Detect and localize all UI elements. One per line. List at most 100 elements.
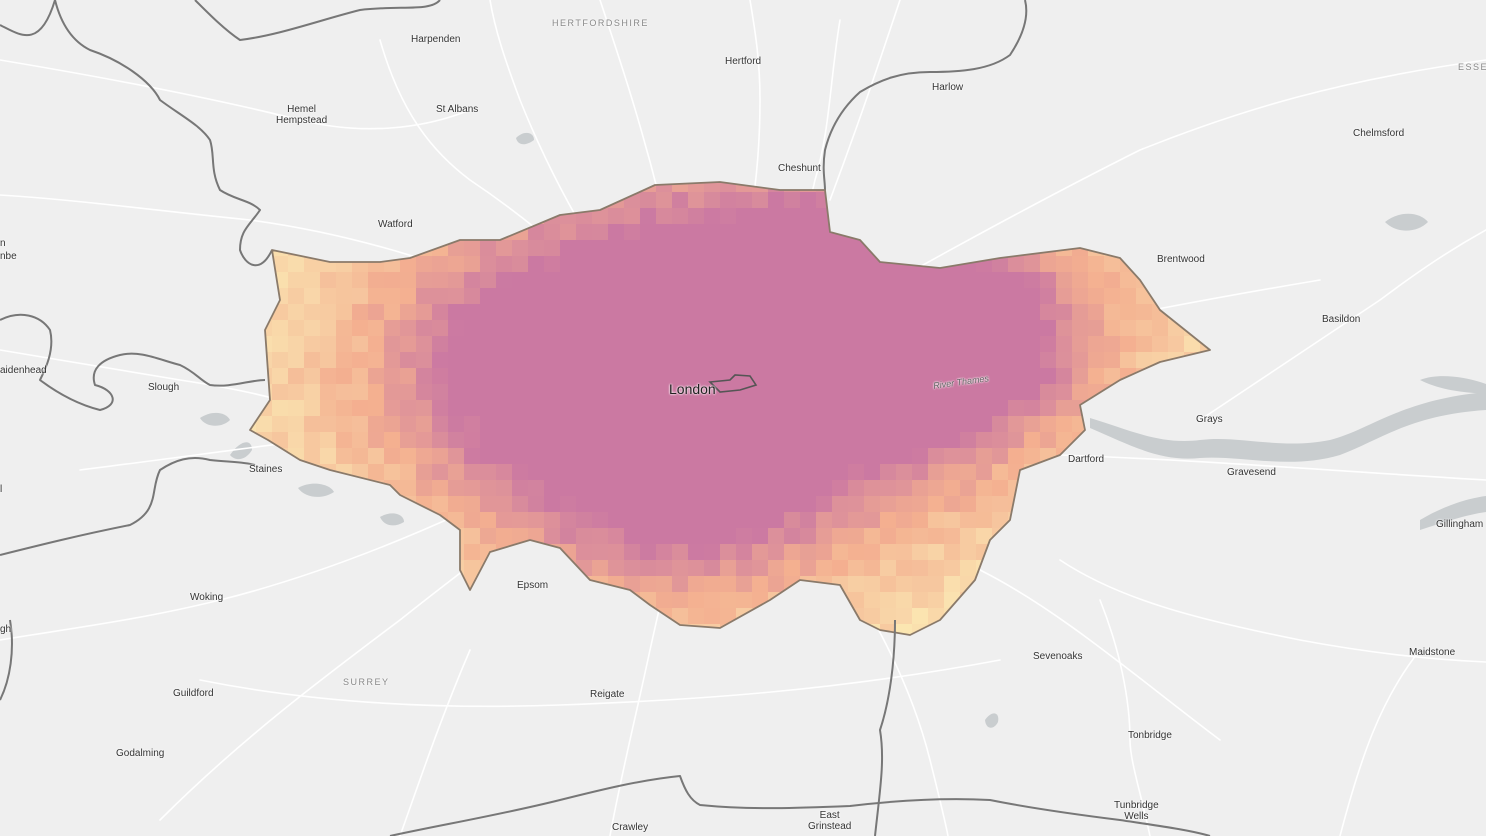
density-cell	[336, 304, 352, 320]
density-cell	[336, 512, 352, 528]
density-cell	[880, 208, 896, 224]
density-cell	[256, 480, 272, 496]
density-cell	[1120, 384, 1136, 400]
density-cell	[656, 336, 672, 352]
density-cell	[1168, 288, 1184, 304]
density-cell	[352, 624, 368, 635]
density-cell	[592, 240, 608, 256]
density-cell	[1008, 304, 1024, 320]
density-cell	[250, 336, 256, 352]
density-cell	[656, 384, 672, 400]
density-cell	[1104, 240, 1120, 256]
density-cell	[576, 512, 592, 528]
density-cell	[320, 624, 336, 635]
density-cell	[336, 528, 352, 544]
density-cell	[624, 608, 640, 624]
density-cell	[576, 416, 592, 432]
density-cell	[976, 288, 992, 304]
density-cell	[544, 464, 560, 480]
density-cell	[608, 384, 624, 400]
density-cell	[960, 336, 976, 352]
density-cell	[656, 544, 672, 560]
density-cell	[448, 272, 464, 288]
density-cell	[768, 480, 784, 496]
density-cell	[640, 400, 656, 416]
density-cell	[1120, 512, 1136, 528]
density-cell	[960, 432, 976, 448]
density-cell	[1136, 400, 1152, 416]
density-cell	[608, 464, 624, 480]
density-cell	[944, 192, 960, 208]
density-cell	[1136, 464, 1152, 480]
density-cell	[880, 272, 896, 288]
density-cell	[1072, 592, 1088, 608]
density-cell	[1008, 640, 1024, 656]
density-cell	[1040, 288, 1056, 304]
density-cell	[816, 240, 832, 256]
density-cell	[416, 544, 432, 560]
density-cell	[1184, 528, 1200, 544]
density-cell	[960, 208, 976, 224]
density-cell	[1216, 496, 1232, 512]
density-cell	[688, 592, 704, 608]
density-cell	[752, 512, 768, 528]
density-cell	[832, 608, 848, 624]
density-cell	[544, 368, 560, 384]
place-label-gillingham: Gillingham	[1436, 519, 1484, 530]
density-cell	[736, 224, 752, 240]
density-cell	[1072, 336, 1088, 352]
density-cell	[896, 240, 912, 256]
density-cell	[672, 182, 688, 192]
density-cell	[960, 512, 976, 528]
density-cell	[512, 304, 528, 320]
density-cell	[320, 544, 336, 560]
density-cell	[432, 464, 448, 480]
density-cell	[416, 192, 432, 208]
density-cell	[928, 352, 944, 368]
density-cell	[704, 432, 720, 448]
density-cell	[416, 384, 432, 400]
density-cell	[1216, 544, 1232, 560]
density-cell	[368, 528, 384, 544]
density-cell	[880, 384, 896, 400]
density-cell	[480, 368, 496, 384]
density-cell	[624, 592, 640, 608]
density-cell	[768, 256, 784, 272]
density-cell	[864, 368, 880, 384]
density-cell	[352, 336, 368, 352]
density-cell	[1088, 544, 1104, 560]
density-cell	[800, 576, 816, 592]
density-cell	[1216, 272, 1232, 288]
density-cell	[688, 576, 704, 592]
density-cell	[1072, 384, 1088, 400]
density-cell	[816, 448, 832, 464]
density-cell	[432, 208, 448, 224]
density-cell	[432, 448, 448, 464]
density-cell	[720, 352, 736, 368]
density-cell	[288, 640, 304, 656]
density-cell	[880, 224, 896, 240]
density-cell	[288, 336, 304, 352]
density-cell	[384, 464, 400, 480]
density-cell	[608, 624, 624, 635]
density-cell	[608, 448, 624, 464]
place-label-hemel-hempstead: Hemel Hempstead	[276, 104, 328, 126]
place-label-woking: Woking	[190, 592, 224, 603]
density-cell	[944, 496, 960, 512]
density-cell	[848, 512, 864, 528]
density-cell	[288, 448, 304, 464]
density-cell	[576, 400, 592, 416]
density-cell	[1024, 288, 1040, 304]
density-cell	[1104, 528, 1120, 544]
density-cell	[1200, 592, 1210, 608]
density-cell	[288, 512, 304, 528]
density-cell	[544, 320, 560, 336]
density-cell	[1056, 544, 1072, 560]
density-cell	[1040, 384, 1056, 400]
density-cell	[384, 272, 400, 288]
density-cell	[928, 240, 944, 256]
density-cell	[608, 416, 624, 432]
density-cell	[704, 464, 720, 480]
density-cell	[320, 496, 336, 512]
